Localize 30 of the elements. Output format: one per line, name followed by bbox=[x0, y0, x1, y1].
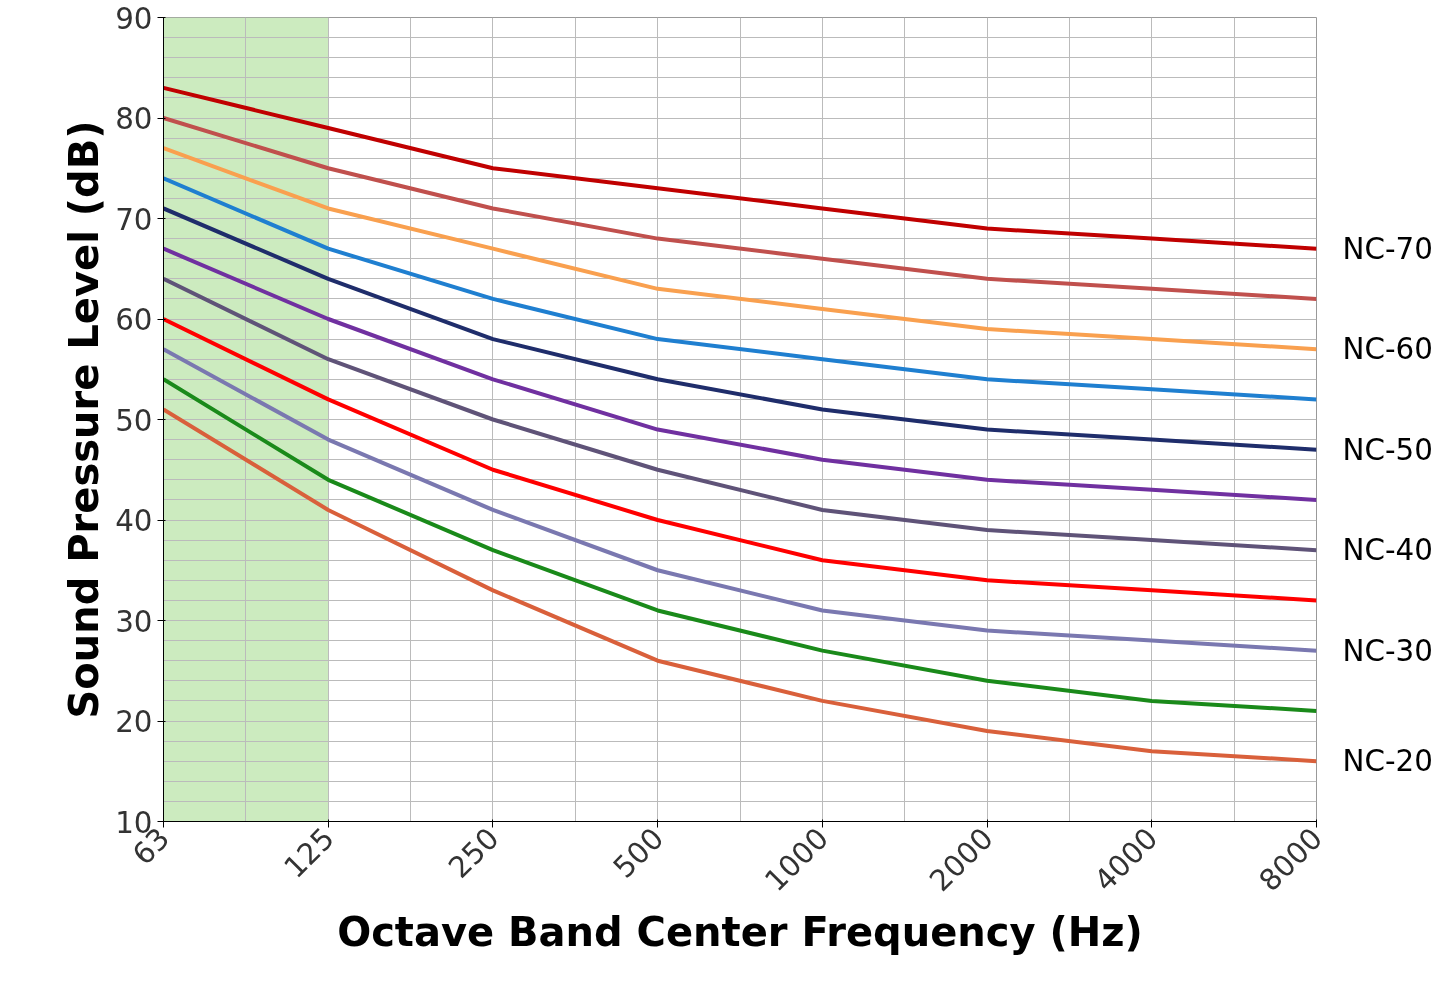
line-series bbox=[163, 407, 1317, 764]
line-series bbox=[163, 276, 1317, 553]
y-tick-label: 80 bbox=[115, 102, 153, 136]
y-tick-label: 40 bbox=[115, 504, 153, 538]
line-series bbox=[163, 85, 1317, 251]
line-series bbox=[163, 347, 1317, 653]
x-tick-label: 500 bbox=[606, 821, 671, 885]
y-tick-label: 30 bbox=[115, 604, 153, 639]
y-tick-label: 60 bbox=[115, 303, 153, 337]
x-tick-label: 250 bbox=[442, 821, 506, 885]
series-label: NC-70 bbox=[1342, 231, 1433, 266]
series-label: NC-60 bbox=[1342, 332, 1433, 367]
line-series bbox=[163, 317, 1317, 603]
series-label: NC-20 bbox=[1342, 744, 1433, 779]
y-tick-label: 20 bbox=[115, 705, 153, 739]
x-tick-label: 125 bbox=[277, 821, 341, 885]
x-axis-title: Octave Band Center Frequency (Hz) bbox=[337, 908, 1143, 955]
line-series bbox=[163, 116, 1317, 301]
y-tick-label: 50 bbox=[115, 403, 153, 438]
line-series bbox=[163, 146, 1317, 352]
line-series bbox=[163, 246, 1317, 502]
series-label: NC-30 bbox=[1342, 633, 1433, 668]
line-series bbox=[163, 377, 1317, 713]
y-tick-label: 70 bbox=[115, 202, 153, 237]
line-series bbox=[163, 206, 1317, 452]
series-label: NC-50 bbox=[1342, 432, 1433, 467]
series-label: NC-40 bbox=[1342, 533, 1433, 568]
line-series bbox=[163, 176, 1317, 402]
y-tick-label: 90 bbox=[115, 1, 153, 36]
y-axis-title: Sound Pressure Level (dB) bbox=[61, 120, 108, 719]
